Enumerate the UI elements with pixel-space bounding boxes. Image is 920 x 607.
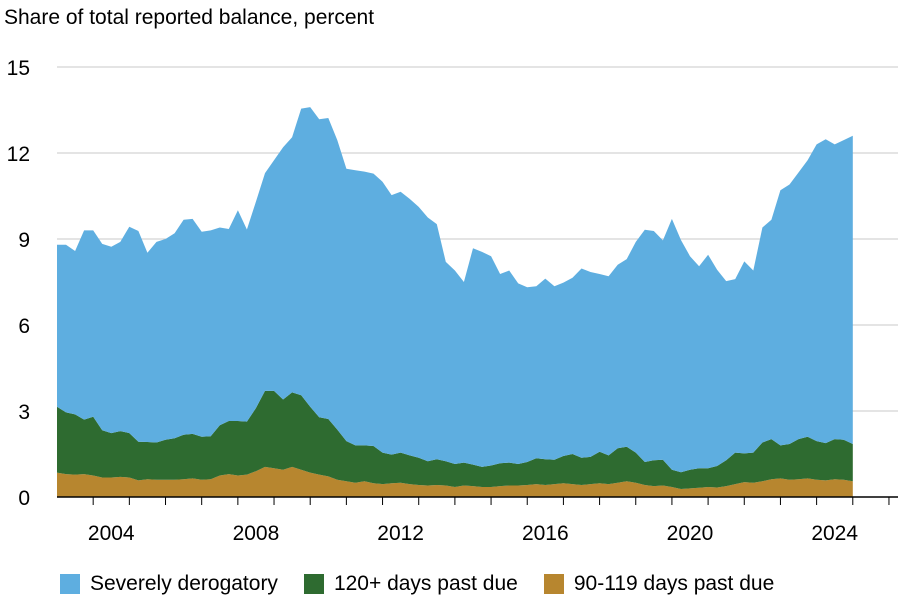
x-tick-label: 2020	[667, 522, 714, 545]
chart-title: Share of total reported balance, percent	[4, 6, 375, 29]
legend-item-severely-derogatory: Severely derogatory	[60, 572, 278, 596]
x-tick-label: 2012	[377, 522, 424, 545]
y-tick-label: 3	[18, 401, 30, 424]
x-tick-label: 2008	[233, 522, 280, 545]
legend-label: Severely derogatory	[90, 572, 278, 595]
legend-item-90-119-days: 90-119 days past due	[543, 572, 775, 596]
y-tick-label: 9	[18, 229, 30, 252]
y-tick-label: 15	[7, 57, 30, 80]
legend-swatch	[543, 574, 564, 594]
legend-label: 90-119 days past due	[573, 572, 775, 595]
legend-swatch	[303, 574, 324, 594]
area-120-days-past-due	[57, 390, 853, 489]
legend-label: 120+ days past due	[333, 572, 518, 595]
x-tick-label: 2024	[811, 522, 858, 545]
legend: Severely derogatory 120+ days past due 9…	[60, 572, 774, 596]
x-tick-label: 2004	[88, 522, 135, 545]
legend-swatch	[60, 574, 80, 594]
y-tick-label: 6	[18, 315, 30, 338]
y-tick-label: 0	[18, 487, 30, 510]
legend-item-120-plus-days: 120+ days past due	[303, 572, 518, 596]
axes: 0 3 6 9 12 15 2004 2008 2012 2016 2020 2024	[7, 57, 898, 545]
area-90-119-days-past-due	[57, 466, 853, 497]
area-severely-derogatory	[57, 107, 853, 473]
x-tick-label: 2016	[522, 522, 569, 545]
y-tick-label: 12	[7, 143, 30, 166]
series-areas	[57, 107, 853, 497]
